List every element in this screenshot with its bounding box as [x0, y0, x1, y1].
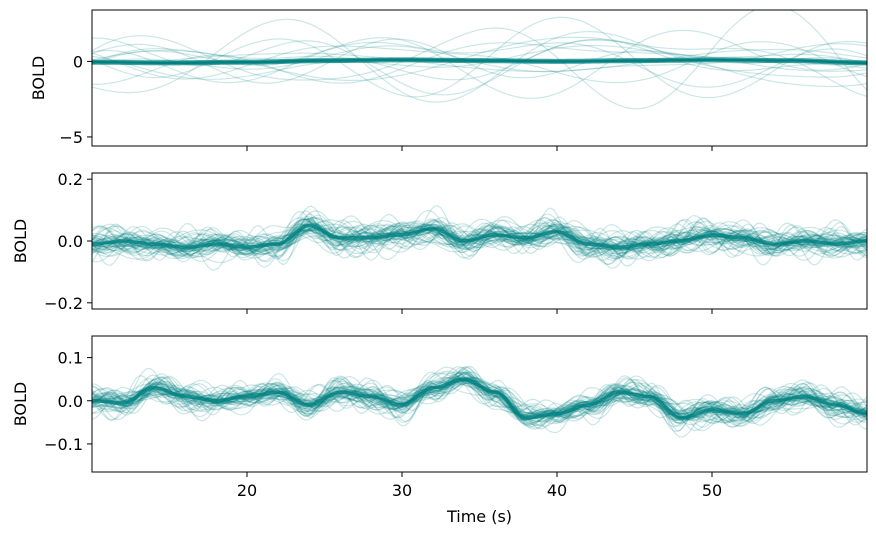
- series-line: [92, 48, 867, 73]
- series-line: [92, 215, 867, 259]
- mean-series-line: [92, 57, 867, 66]
- x-tick-label: 40: [547, 481, 567, 500]
- axes-frame: [91, 9, 868, 147]
- x-tick-label: 50: [702, 481, 722, 500]
- series-line: [92, 224, 867, 256]
- series-line: [92, 372, 867, 432]
- axes-frame: [91, 335, 868, 473]
- series-line: [92, 377, 867, 421]
- series-line: [92, 216, 867, 258]
- mean-series-line: [92, 223, 867, 249]
- series-line: [92, 370, 867, 423]
- series-line: [92, 221, 867, 255]
- series-line: [92, 220, 867, 264]
- y-axis-label: BOLD: [29, 56, 48, 101]
- series-line: [92, 224, 867, 253]
- series-line: [92, 222, 867, 261]
- y-tick-label: 0.0: [58, 392, 83, 411]
- series-line: [92, 370, 867, 424]
- series-line: [92, 223, 867, 256]
- series-line: [92, 38, 867, 81]
- y-tick-label: 0.0: [58, 232, 83, 251]
- series-line: [92, 210, 867, 266]
- series-line: [92, 371, 867, 428]
- y-tick-label: −5: [59, 128, 83, 147]
- series-line: [92, 222, 867, 262]
- series-line: [92, 224, 867, 255]
- series-line: [92, 41, 867, 88]
- series-line: [92, 209, 867, 264]
- series-line: [92, 216, 867, 262]
- series-line: [92, 36, 867, 88]
- series-line: [92, 218, 867, 261]
- y-axis-label: BOLD: [11, 219, 30, 264]
- series-line: [92, 371, 867, 429]
- series-line: [92, 227, 867, 252]
- series-line: [92, 367, 867, 434]
- y-tick-label: 0: [73, 52, 83, 71]
- series-line: [92, 378, 867, 425]
- series-line: [92, 44, 867, 80]
- x-tick-label: 20: [237, 481, 257, 500]
- y-tick-label: −0.2: [44, 294, 83, 313]
- y-tick-label: 0.1: [58, 349, 83, 368]
- y-tick-label: 0.2: [58, 170, 83, 189]
- subplot-3: −0.1 0.0 0.1 20 30 40 50 BOLD Time (s): [11, 335, 868, 526]
- series-line: [92, 221, 867, 259]
- series-line: [92, 371, 867, 426]
- x-axis-label: Time (s): [446, 507, 512, 526]
- series-line: [92, 375, 867, 430]
- series-line: [92, 220, 867, 258]
- series-line: [92, 377, 867, 418]
- series-line: [92, 371, 867, 427]
- series-line: [92, 220, 867, 252]
- y-axis-label: BOLD: [11, 382, 30, 427]
- y-tick-label: −0.1: [44, 435, 83, 454]
- x-tick-label: 30: [392, 481, 412, 500]
- series-line: [92, 41, 867, 84]
- series-line: [92, 372, 867, 432]
- series-line: [92, 16, 867, 99]
- series-line: [92, 366, 867, 438]
- series-line: [92, 218, 867, 257]
- series-line: [92, 365, 867, 428]
- subplot-1: −5 0 BOLD: [29, 9, 868, 151]
- series-line: [92, 18, 867, 103]
- series-group: [92, 365, 867, 438]
- series-line: [92, 218, 867, 257]
- series-line: [92, 224, 867, 254]
- series-line: [92, 218, 867, 259]
- series-line: [92, 217, 867, 263]
- series-line: [92, 379, 867, 427]
- subplot-2: −0.2 0.0 0.2 BOLD: [11, 170, 868, 314]
- series-line: [92, 219, 867, 260]
- series-group: [92, 204, 867, 271]
- series-group: [92, 10, 867, 110]
- series-line: [92, 220, 867, 259]
- series-line: [92, 38, 867, 84]
- mean-series-line: [92, 377, 867, 420]
